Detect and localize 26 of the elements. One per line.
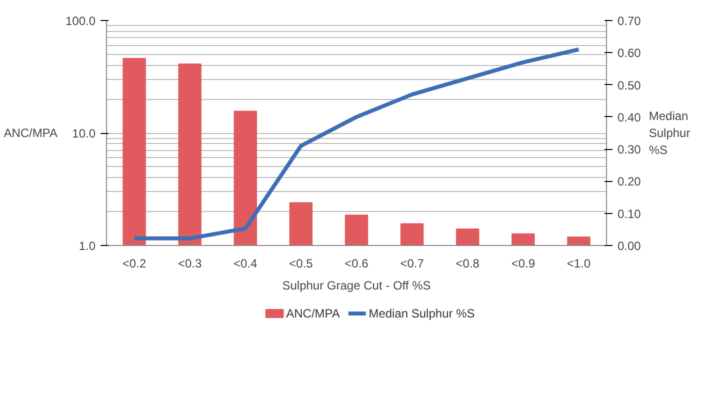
- y-tick-label: 10.0: [72, 126, 96, 140]
- y2-tick-label: 0.30: [618, 142, 642, 157]
- y2-tick-label: 0.20: [618, 174, 642, 189]
- x-tick-label: <0.3: [178, 256, 202, 270]
- y-tick-label: 100.0: [65, 14, 96, 28]
- x-tick-label: <0.9: [511, 256, 536, 270]
- x-tick-label: <0.8: [456, 256, 480, 270]
- y2-axis-title: Median Sulphur %S: [648, 109, 690, 157]
- x-tick-label: <1.0: [566, 256, 591, 270]
- line-series: [132, 47, 581, 240]
- y2-tick-label: 0.60: [618, 46, 642, 60]
- x-tick-label: <0.7: [400, 256, 424, 270]
- x-tick-label: <0.6: [344, 256, 369, 270]
- x-axis-title: Sulphur Grage Cut - Off %S: [282, 278, 431, 292]
- y-tick-label: 1.0: [78, 239, 96, 253]
- y2-tick-label: 0.70: [618, 14, 642, 28]
- x-tick-label: <0.4: [234, 256, 258, 270]
- y2-tick-label: 0.50: [618, 78, 642, 92]
- x-tick-label: <0.2: [122, 256, 146, 270]
- y2-tick-label: 0.10: [618, 206, 642, 221]
- y2-tick-label: 0.00: [618, 239, 642, 253]
- y2-tick-label: 0.40: [618, 110, 642, 124]
- legend-label: ANC/MPA: [286, 306, 340, 320]
- x-tick-label: <0.5: [289, 256, 314, 270]
- legend-label: Median Sulphur %S: [368, 306, 475, 320]
- y-axis-title: ANC/MPA: [4, 126, 58, 140]
